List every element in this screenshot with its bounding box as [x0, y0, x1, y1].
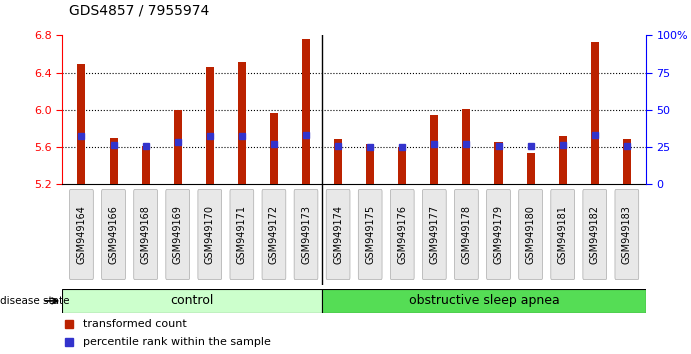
FancyBboxPatch shape [422, 190, 446, 279]
Bar [334, 139, 342, 184]
Text: GSM949169: GSM949169 [173, 205, 182, 264]
Bar [462, 109, 471, 184]
Bar [302, 39, 310, 184]
Bar [238, 62, 246, 184]
Text: GSM949176: GSM949176 [397, 205, 407, 264]
Text: GSM949166: GSM949166 [108, 205, 119, 264]
Text: GSM949183: GSM949183 [622, 205, 632, 264]
FancyBboxPatch shape [70, 190, 93, 279]
Bar [142, 146, 150, 184]
FancyBboxPatch shape [455, 190, 478, 279]
FancyBboxPatch shape [519, 190, 542, 279]
FancyBboxPatch shape [322, 289, 646, 313]
Text: percentile rank within the sample: percentile rank within the sample [83, 337, 271, 347]
Bar [398, 147, 406, 184]
Text: GSM949180: GSM949180 [526, 205, 536, 264]
FancyBboxPatch shape [390, 190, 414, 279]
Bar [527, 153, 535, 184]
Bar [430, 115, 438, 184]
Text: transformed count: transformed count [83, 319, 187, 329]
Text: GSM949174: GSM949174 [333, 205, 343, 264]
Text: GSM949177: GSM949177 [429, 205, 439, 264]
FancyBboxPatch shape [102, 190, 125, 279]
FancyBboxPatch shape [230, 190, 254, 279]
FancyBboxPatch shape [551, 190, 574, 279]
FancyBboxPatch shape [486, 190, 511, 279]
Text: GSM949181: GSM949181 [558, 205, 568, 264]
Text: GSM949164: GSM949164 [77, 205, 86, 264]
Text: GSM949168: GSM949168 [140, 205, 151, 264]
Text: GSM949171: GSM949171 [237, 205, 247, 264]
Text: disease state: disease state [0, 296, 70, 306]
Bar [206, 67, 214, 184]
Text: GSM949172: GSM949172 [269, 205, 279, 264]
Bar [109, 138, 117, 184]
FancyBboxPatch shape [294, 190, 318, 279]
FancyBboxPatch shape [326, 190, 350, 279]
Text: GSM949179: GSM949179 [493, 205, 504, 264]
Bar [270, 113, 278, 184]
Text: obstructive sleep apnea: obstructive sleep apnea [408, 295, 559, 307]
Text: GSM949178: GSM949178 [462, 205, 471, 264]
Text: GSM949173: GSM949173 [301, 205, 311, 264]
Text: GSM949170: GSM949170 [205, 205, 215, 264]
FancyBboxPatch shape [62, 289, 322, 313]
Text: GSM949182: GSM949182 [589, 205, 600, 264]
FancyBboxPatch shape [262, 190, 286, 279]
FancyBboxPatch shape [583, 190, 607, 279]
Bar [366, 144, 375, 184]
Bar [591, 42, 599, 184]
FancyBboxPatch shape [166, 190, 189, 279]
Text: GDS4857 / 7955974: GDS4857 / 7955974 [69, 4, 209, 18]
Bar [623, 139, 631, 184]
Bar [495, 142, 502, 184]
Bar [77, 64, 86, 184]
FancyBboxPatch shape [198, 190, 222, 279]
Text: control: control [170, 295, 214, 307]
FancyBboxPatch shape [359, 190, 382, 279]
FancyBboxPatch shape [615, 190, 638, 279]
Text: GSM949175: GSM949175 [365, 205, 375, 264]
FancyBboxPatch shape [134, 190, 158, 279]
Bar [173, 110, 182, 184]
Bar [558, 136, 567, 184]
